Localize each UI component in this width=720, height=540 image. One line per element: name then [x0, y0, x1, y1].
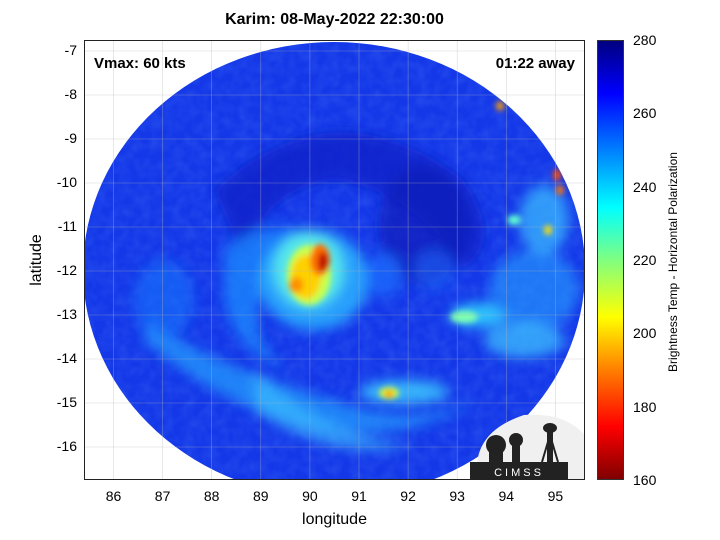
y-tick-label: -13	[56, 306, 77, 322]
colorbar-tick-label: 240	[633, 179, 657, 195]
x-tick-label: 88	[203, 488, 220, 504]
y-tick-label: -8	[64, 86, 77, 102]
x-tick-label: 89	[253, 488, 269, 504]
x-tick-label: 86	[105, 488, 122, 504]
colorbar-tick-label: 220	[633, 252, 657, 268]
cimss-logo: CIMSS	[470, 414, 585, 480]
y-tick-label: -15	[56, 394, 77, 410]
x-axis-label: longitude	[302, 511, 367, 528]
y-tick-label: -7	[64, 42, 77, 58]
x-tick-label: 94	[498, 488, 515, 504]
y-tick-label: -14	[56, 350, 77, 366]
colorbar-label: Brightness Temp - Horizontal Polarizatio…	[666, 152, 680, 372]
x-tick-label: 91	[351, 488, 367, 504]
y-tick-label: -12	[56, 262, 77, 278]
x-tick-label: 87	[154, 488, 171, 504]
colorbar-tick-label: 200	[633, 325, 657, 341]
y-tick-label: -10	[56, 174, 77, 190]
colorbar-tick-label: 260	[633, 105, 657, 121]
logo-text: CIMSS	[494, 467, 544, 479]
microwave-imagery-map: CIMSS Vmax: 60 kts 01:22 away	[84, 40, 585, 480]
vmax-label: Vmax: 60 kts	[94, 55, 186, 72]
x-tick-label: 90	[302, 488, 318, 504]
y-tick-label: -16	[56, 438, 77, 454]
colorbar-tick-label: 160	[633, 472, 657, 488]
x-tick-label: 92	[400, 488, 416, 504]
time-away-label: 01:22 away	[496, 55, 576, 72]
y-tick-label: -11	[57, 218, 77, 234]
x-tick-label: 93	[449, 488, 465, 504]
x-tick-label: 95	[547, 488, 564, 504]
colorbar-tick-label: 280	[633, 32, 657, 48]
colorbar-tick-label: 180	[633, 399, 657, 415]
y-tick-label: -9	[64, 130, 77, 146]
y-axis-label: latitude	[28, 234, 45, 286]
map-title: Karim: 08-May-2022 22:30:00	[225, 11, 444, 28]
colorbar	[597, 40, 624, 480]
